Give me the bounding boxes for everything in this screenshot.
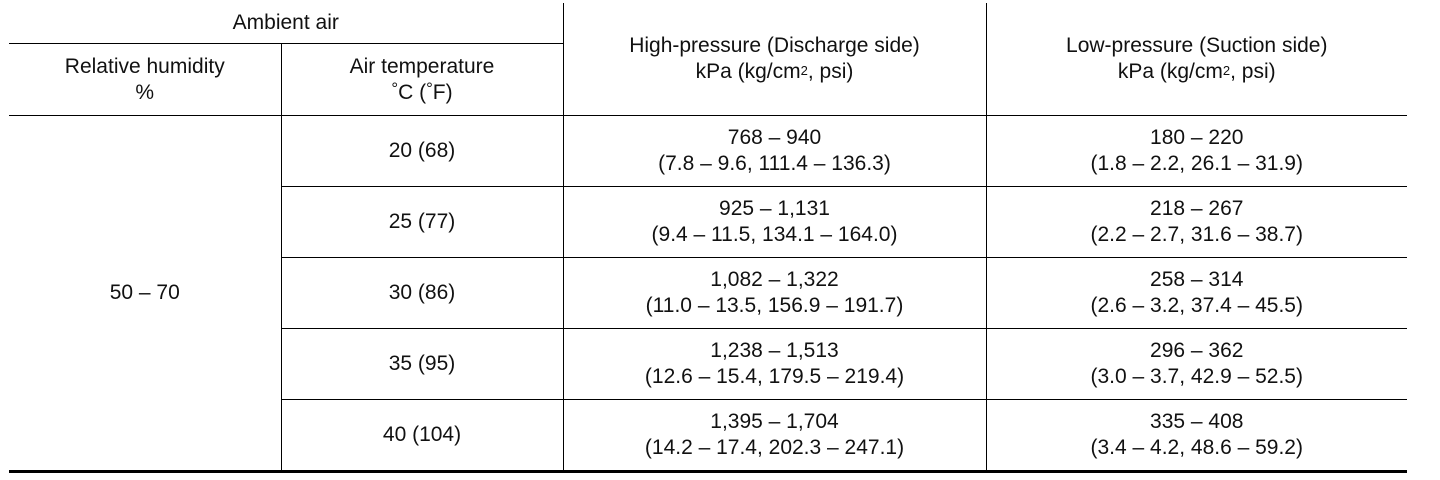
high-pressure-cell: 925 – 1,131 (9.4 – 11.5, 134.1 – 164.0) (563, 186, 987, 258)
pressure-table: Ambient air High-pressure (Discharge sid… (9, 3, 1407, 473)
relative-humidity-header: Relative humidity % (9, 43, 282, 116)
high-pressure-label: High-pressure (Discharge side) (629, 34, 920, 58)
low-pressure-cell: 296 – 362 (3.0 – 3.7, 42.9 – 52.5) (986, 328, 1407, 400)
high-pressure-cell: 1,395 – 1,704 (14.2 – 17.4, 202.3 – 247.… (563, 399, 987, 473)
low-pressure-cell: 258 – 314 (2.6 – 3.2, 37.4 – 45.5) (986, 257, 1407, 329)
low-pressure-header: Low-pressure (Suction side) kPa (kg/cm2,… (986, 3, 1407, 116)
high-pressure-cell: 1,082 – 1,322 (11.0 – 13.5, 156.9 – 191.… (563, 257, 987, 329)
air-temperature-header: Air temperature °C (°F) (281, 43, 564, 116)
high-pressure-cell: 768 – 940 (7.8 – 9.6, 111.4 – 136.3) (563, 115, 987, 187)
temp-cell: 40 (104) (281, 399, 564, 473)
temp-cell: 35 (95) (281, 328, 564, 400)
high-pressure-unit: kPa (kg/cm2, psi) (695, 60, 854, 83)
temp-cell: 30 (86) (281, 257, 564, 329)
humidity-value-cell: 50 – 70 (9, 115, 282, 473)
temp-cell: 25 (77) (281, 186, 564, 258)
low-pressure-unit: kPa (kg/cm2, psi) (1117, 60, 1276, 83)
low-pressure-label: Low-pressure (Suction side) (1066, 34, 1328, 58)
temp-cell: 20 (68) (281, 115, 564, 187)
low-pressure-cell: 218 – 267 (2.2 – 2.7, 31.6 – 38.7) (986, 186, 1407, 258)
low-pressure-cell: 335 – 408 (3.4 – 4.2, 48.6 – 59.2) (986, 399, 1407, 473)
high-pressure-cell: 1,238 – 1,513 (12.6 – 15.4, 179.5 – 219.… (563, 328, 987, 400)
high-pressure-header: High-pressure (Discharge side) kPa (kg/c… (563, 3, 987, 116)
low-pressure-cell: 180 – 220 (1.8 – 2.2, 26.1 – 31.9) (986, 115, 1407, 187)
ambient-air-header: Ambient air (9, 3, 564, 45)
